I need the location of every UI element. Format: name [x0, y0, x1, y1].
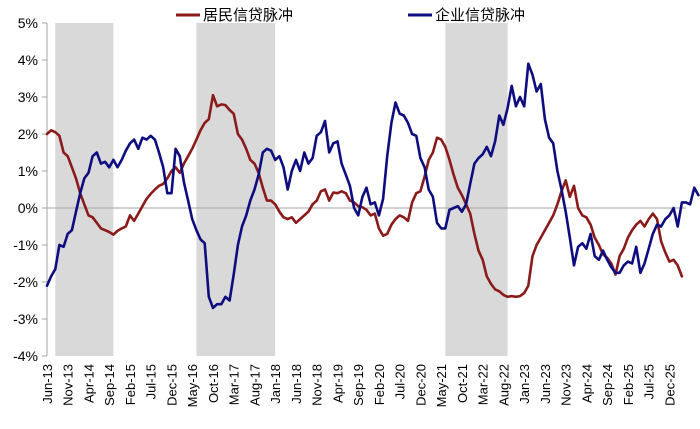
- x-tick-label: Jan-18: [268, 364, 283, 404]
- series-lines: [45, 62, 700, 310]
- x-tick-label: Jun-23: [538, 364, 553, 404]
- y-tick-label: -2%: [13, 274, 38, 290]
- x-tick-label: May-21: [434, 364, 449, 407]
- x-tick-label: Sep-19: [351, 364, 366, 406]
- x-tick-label: Apr-19: [330, 364, 345, 403]
- y-tick-label: 5%: [18, 15, 38, 31]
- x-tick-label: Jul-20: [393, 364, 408, 399]
- corporate-credit-impulse-line: [45, 62, 700, 310]
- x-tick-label: Feb-20: [372, 364, 387, 405]
- legend: 居民信贷脉冲 企业信贷脉冲: [176, 6, 525, 24]
- x-tick-label: Mar-17: [227, 364, 242, 405]
- x-tick-label: Oct-16: [206, 364, 221, 403]
- x-tick-label: Dec-25: [662, 364, 677, 406]
- x-tick-label: Jun-18: [289, 364, 304, 404]
- x-tick-label: Jun-13: [40, 364, 55, 404]
- shaded-periods: [55, 23, 508, 356]
- x-tick-label: Jan-23: [517, 364, 532, 404]
- x-tick-label: Feb-15: [123, 364, 138, 405]
- x-tick-label: Dec-20: [413, 364, 428, 406]
- y-tick-label: 0%: [18, 200, 38, 216]
- x-tick-label: Jul-15: [144, 364, 159, 399]
- x-tick-label: Jul-25: [642, 364, 657, 399]
- y-tick-label: 3%: [18, 89, 38, 105]
- x-tick-label: Apr-14: [81, 364, 96, 403]
- x-tick-label: May-16: [185, 364, 200, 407]
- legend-label-household: 居民信贷脉冲: [203, 6, 293, 24]
- x-axis: Jun-13 Nov-13 Apr-14 Sep-14 Feb-15 Jul-15 Dec-…: [40, 364, 677, 407]
- x-tick-label: Sep-24: [600, 364, 615, 406]
- y-tick-label: -4%: [13, 348, 38, 364]
- x-tick-label: Apr-24: [579, 364, 594, 403]
- x-tick-label: Feb-25: [621, 364, 636, 405]
- legend-label-corporate: 企业信贷脉冲: [435, 6, 525, 24]
- x-tick-label: Mar-22: [476, 364, 491, 405]
- y-tick-label: -3%: [13, 311, 38, 327]
- y-tick-label: 1%: [18, 163, 38, 179]
- household-credit-impulse-line: [45, 93, 684, 299]
- x-tick-label: Nov-18: [310, 364, 325, 406]
- x-tick-label: Nov-23: [559, 364, 574, 406]
- x-tick-label: Dec-15: [164, 364, 179, 406]
- shaded-period-1: [55, 23, 114, 356]
- y-axis: 5% 4% 3% 2% 1% 0% -1% -2% -3% -4%: [13, 15, 48, 364]
- y-tick-label: 4%: [18, 52, 38, 68]
- x-tick-label: Oct-21: [455, 364, 470, 403]
- shaded-period-3: [445, 23, 508, 356]
- x-tick-label: Nov-13: [61, 364, 76, 406]
- y-tick-label: -1%: [13, 237, 38, 253]
- x-tick-label: Sep-14: [102, 364, 117, 406]
- y-tick-label: 2%: [18, 126, 38, 142]
- x-tick-label: Aug-17: [247, 364, 262, 406]
- x-tick-label: Aug-22: [496, 364, 511, 406]
